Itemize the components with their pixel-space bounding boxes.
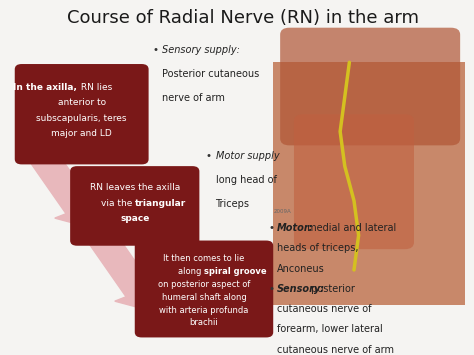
Text: nerve of arm: nerve of arm — [163, 93, 225, 103]
Text: Course of Radial Nerve (RN) in the arm: Course of Radial Nerve (RN) in the arm — [67, 9, 419, 27]
Text: spiral groove: spiral groove — [204, 267, 266, 276]
Text: cutaneous nerve of arm: cutaneous nerve of arm — [277, 345, 394, 355]
Text: heads of triceps,: heads of triceps, — [277, 244, 358, 253]
Text: Motor:: Motor: — [277, 223, 313, 233]
Text: forearm, lower lateral: forearm, lower lateral — [277, 324, 383, 334]
Text: •: • — [269, 223, 278, 233]
Text: Sensory supply:: Sensory supply: — [163, 45, 240, 55]
Text: Triceps: Triceps — [216, 199, 249, 209]
Text: RN leaves the axilla: RN leaves the axilla — [90, 184, 180, 192]
Text: Sensory:: Sensory: — [277, 284, 325, 294]
FancyBboxPatch shape — [135, 241, 273, 338]
Text: triangular: triangular — [135, 199, 186, 208]
Text: with arteria profunda: with arteria profunda — [159, 306, 249, 315]
Polygon shape — [87, 230, 164, 311]
Text: •: • — [269, 284, 278, 294]
Text: posterior: posterior — [308, 284, 355, 294]
Text: subscapularis, teres: subscapularis, teres — [36, 114, 127, 122]
Text: It then comes to lie: It then comes to lie — [164, 255, 245, 263]
Text: major and LD: major and LD — [51, 129, 112, 138]
Text: Motor supply: Motor supply — [216, 151, 279, 160]
Text: brachii: brachii — [190, 318, 219, 327]
Polygon shape — [27, 147, 104, 228]
Text: cutaneous nerve of: cutaneous nerve of — [277, 304, 372, 314]
Text: Posterior cutaneous: Posterior cutaneous — [163, 69, 260, 79]
FancyBboxPatch shape — [8, 0, 474, 350]
FancyBboxPatch shape — [15, 64, 149, 164]
FancyBboxPatch shape — [294, 114, 414, 249]
Text: anterior to: anterior to — [58, 98, 106, 107]
Text: •: • — [153, 45, 163, 55]
Text: •: • — [206, 151, 216, 160]
Text: space: space — [120, 214, 149, 223]
Text: via the: via the — [100, 199, 135, 208]
Text: 2009A: 2009A — [273, 209, 291, 214]
Text: along: along — [178, 267, 204, 276]
Text: RN lies: RN lies — [78, 83, 112, 92]
Text: In the axilla,: In the axilla, — [13, 83, 77, 92]
Text: long head of: long head of — [216, 175, 276, 185]
FancyBboxPatch shape — [273, 62, 465, 305]
Text: on posterior aspect of: on posterior aspect of — [158, 280, 250, 289]
Text: Anconeus: Anconeus — [277, 264, 325, 274]
Text: medial and lateral: medial and lateral — [304, 223, 396, 233]
FancyBboxPatch shape — [280, 28, 460, 145]
FancyBboxPatch shape — [70, 166, 200, 246]
Text: humeral shaft along: humeral shaft along — [162, 293, 246, 302]
